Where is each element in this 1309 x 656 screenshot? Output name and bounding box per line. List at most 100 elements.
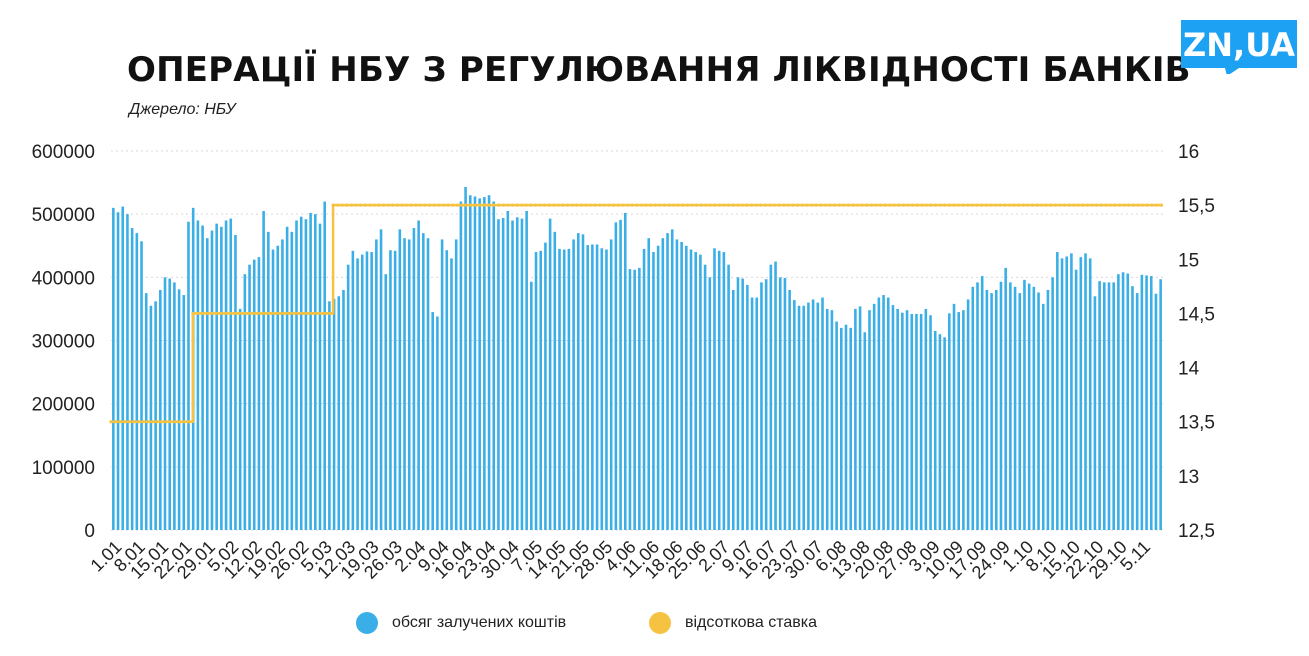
volume-bar (1004, 267, 1007, 530)
rate-point (984, 203, 988, 207)
volume-bar (450, 258, 453, 530)
rate-point (800, 203, 804, 207)
volume-bar (980, 276, 984, 530)
volume-bar (1149, 276, 1153, 530)
volume-bar (901, 312, 904, 530)
volume-bar (680, 241, 683, 530)
y-left-tick-label: 200000 (32, 395, 95, 416)
rate-point (329, 311, 333, 316)
volume-bar (1046, 289, 1050, 530)
rate-point (750, 203, 754, 207)
volume-bar (652, 252, 655, 531)
volume-bar (121, 206, 125, 530)
rate-point (763, 203, 768, 207)
volume-bar (1098, 281, 1101, 530)
volume-bar (821, 297, 824, 530)
rate-line (109, 203, 1163, 424)
rate-point (137, 420, 141, 424)
volume-bar (379, 229, 383, 530)
rate-point (264, 311, 269, 316)
rate-point (146, 420, 150, 424)
volume-bar (929, 315, 932, 530)
rate-point (952, 203, 956, 207)
volume-bar (159, 289, 162, 530)
rate-point (644, 203, 648, 207)
rate-point (851, 203, 855, 207)
rate-point (653, 203, 657, 207)
rate-point (543, 203, 547, 207)
rate-point (1076, 203, 1080, 207)
volume-bar (539, 250, 543, 530)
rate-point (246, 311, 250, 316)
rate-point (520, 203, 524, 207)
volume-bar (295, 220, 298, 530)
y-right-tick-label: 14,5 (1178, 304, 1215, 325)
rate-point (846, 203, 850, 207)
rate-point (524, 203, 528, 207)
volume-bar (793, 300, 796, 530)
volume-bar (863, 332, 867, 530)
volume-bar (351, 250, 355, 530)
rate-point (708, 203, 712, 207)
rate-point (173, 420, 177, 424)
volume-bar (215, 223, 218, 530)
volume-bar (891, 305, 895, 530)
rate-point (395, 203, 400, 207)
volume-bar (1065, 256, 1069, 530)
rate-point (155, 420, 159, 424)
volume-bar (741, 278, 744, 530)
rate-point (837, 203, 841, 207)
rate-point (1131, 203, 1136, 207)
volume-bar (478, 198, 481, 530)
volume-bar (318, 223, 322, 530)
volume-bar (642, 248, 646, 531)
rate-point (883, 203, 887, 207)
volume-bar (1041, 303, 1045, 530)
y-left-tick-label: 400000 (32, 268, 95, 289)
rate-point (1104, 203, 1108, 207)
volume-bar (1013, 286, 1017, 530)
rate-point (809, 203, 814, 207)
rate-point (625, 203, 630, 207)
rate-point (363, 203, 367, 207)
volume-bar (830, 310, 834, 530)
rate-point (681, 203, 685, 207)
volume-bar (905, 310, 909, 530)
rate-point (823, 203, 827, 207)
rate-point (1058, 203, 1062, 207)
rate-point (796, 203, 800, 207)
rate-point (1067, 203, 1071, 207)
y-left-tick-label: 0 (84, 521, 95, 542)
volume-bar (506, 211, 510, 530)
volume-bar (431, 312, 434, 530)
rate-point (1159, 203, 1163, 207)
rate-point (745, 203, 749, 207)
rate-point (1030, 203, 1034, 207)
rate-point (552, 203, 556, 207)
rate-point (1085, 203, 1090, 207)
y-left-tick-label: 100000 (32, 458, 95, 479)
rate-point (970, 203, 975, 207)
rate-point (178, 420, 182, 424)
volume-bar (548, 218, 552, 531)
rate-point (924, 203, 929, 207)
volume-bar (144, 293, 148, 530)
rate-point (1026, 203, 1030, 207)
volume-bar (755, 297, 759, 530)
rate-point (492, 203, 496, 207)
volume-bar (778, 277, 782, 530)
volume-bar (661, 238, 665, 531)
logo-badge (1181, 20, 1297, 74)
volume-bar (210, 230, 214, 530)
legend-label-rate: відсоткова ставка (685, 614, 817, 631)
rate-point (566, 203, 570, 207)
y-right-tick-label: 15 (1178, 250, 1199, 271)
volume-bar (849, 327, 852, 530)
volume-bar (534, 252, 538, 531)
rate-point (607, 203, 611, 207)
rate-point (506, 203, 510, 207)
rate-point (269, 311, 273, 316)
volume-bar (1107, 282, 1111, 530)
legend-item-rate: відсоткова ставка (649, 612, 817, 634)
volume-bar (487, 195, 491, 530)
